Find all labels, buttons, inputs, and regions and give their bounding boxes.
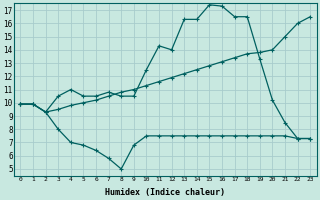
X-axis label: Humidex (Indice chaleur): Humidex (Indice chaleur) — [105, 188, 225, 197]
